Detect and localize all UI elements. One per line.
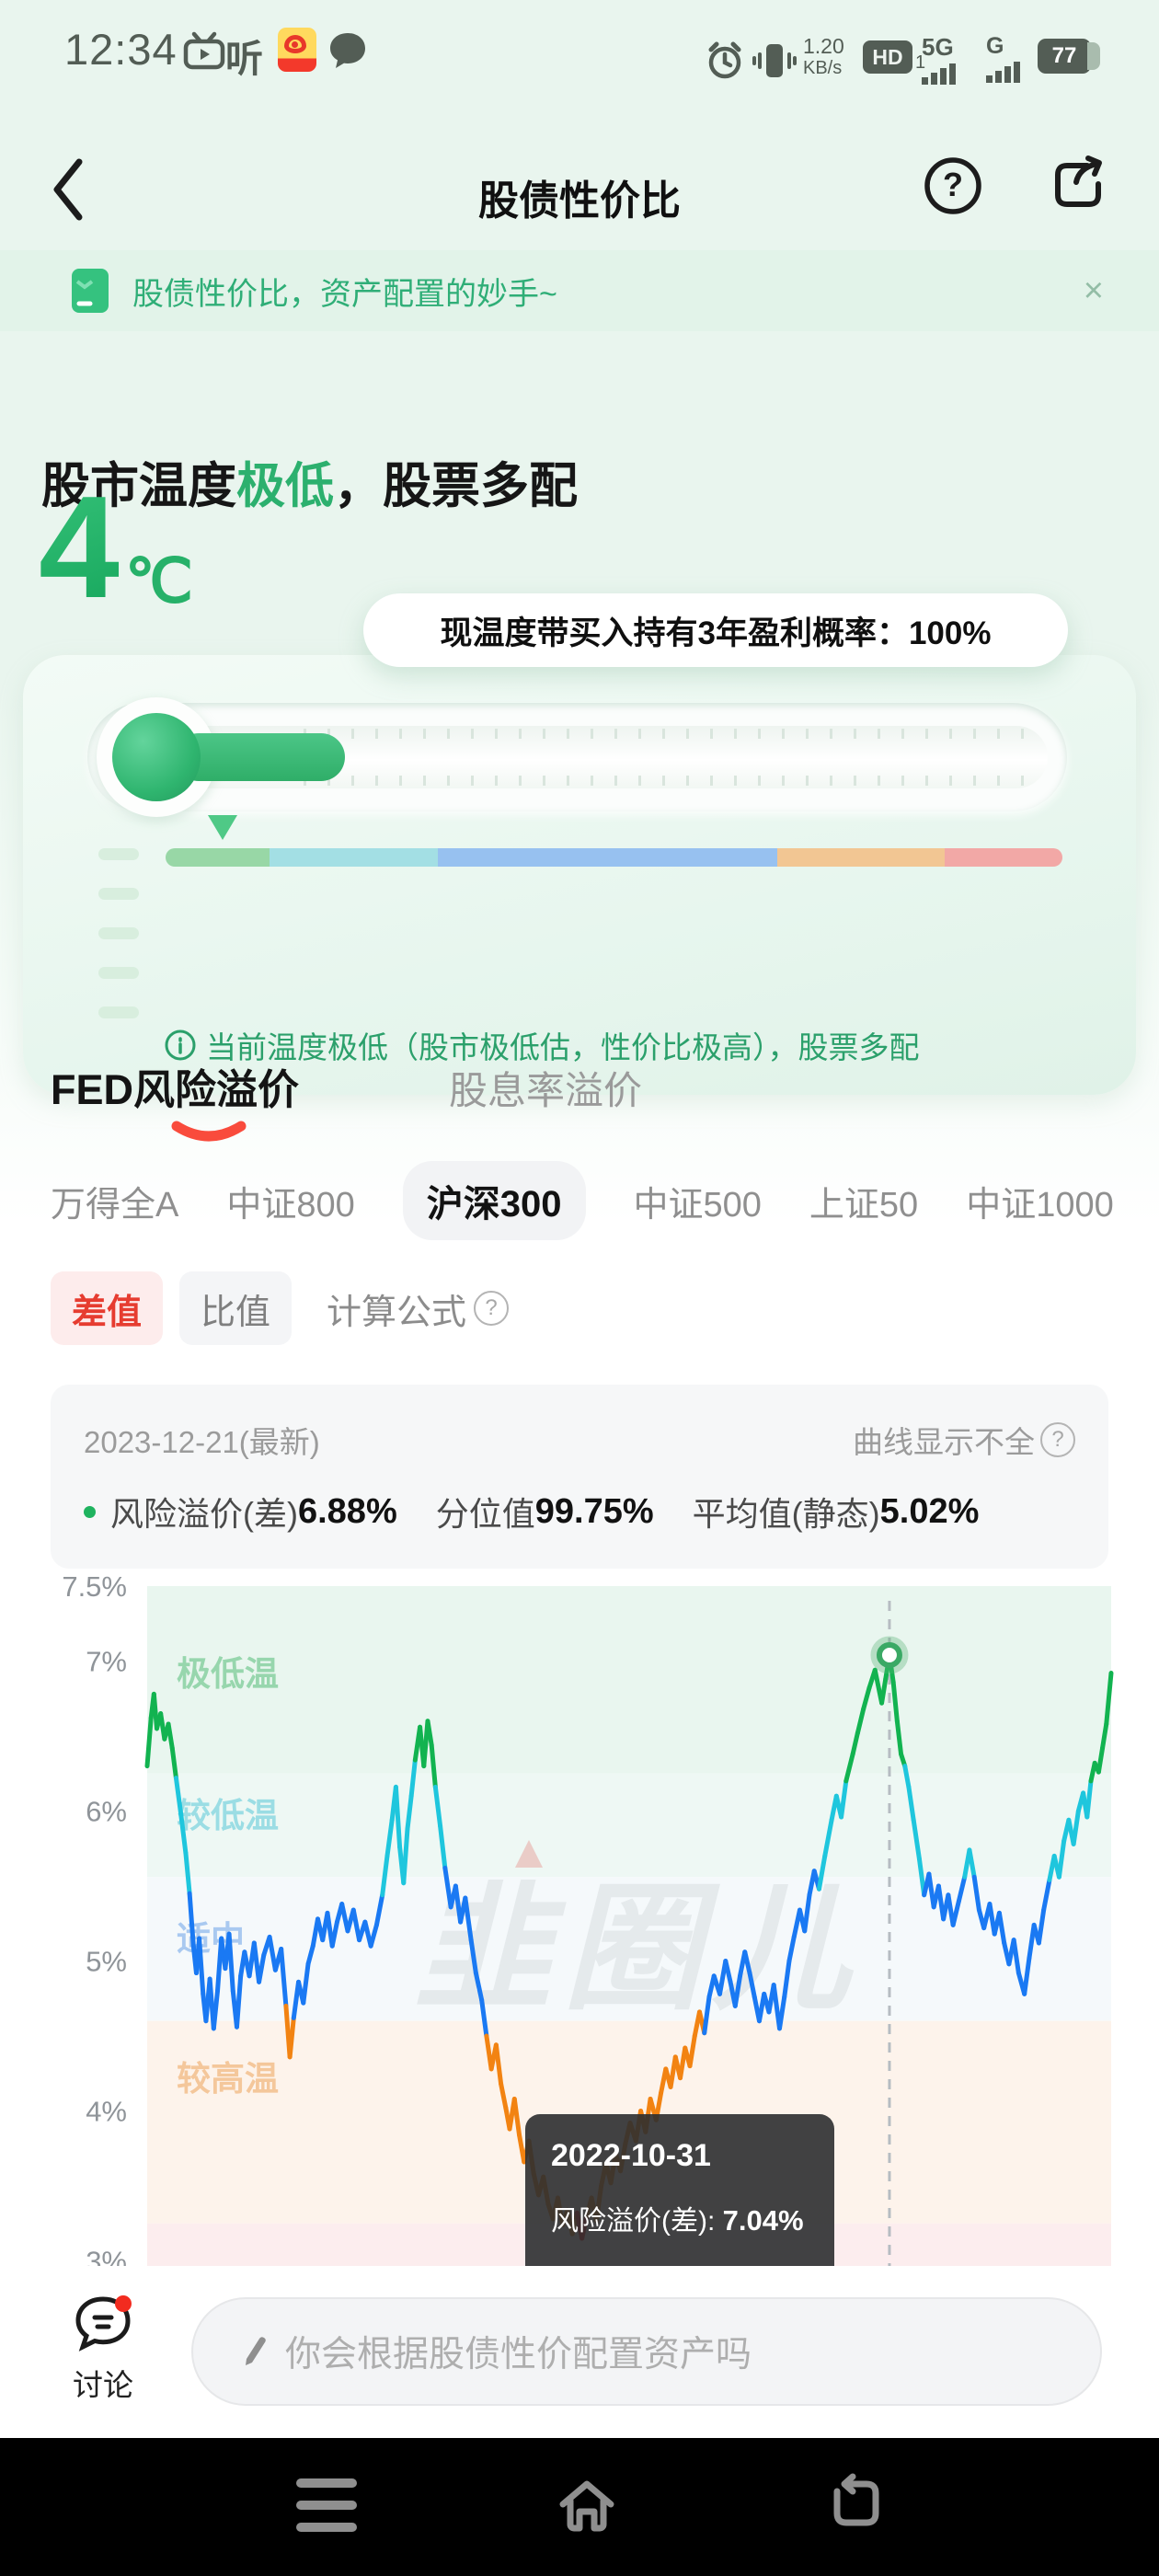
curve-note[interactable]: 曲线显示不全? xyxy=(853,1418,1075,1462)
stats-row: 风险溢价(差) 6.88% 分位值 99.75% 平均值(静态) 5.02% xyxy=(84,1488,979,1535)
tab-fed-risk-premium[interactable]: FED风险溢价 xyxy=(51,1066,300,1113)
stat-label: 平均值(静态) xyxy=(692,1495,880,1533)
back-button[interactable] xyxy=(48,156,90,223)
nav-menu-icon[interactable] xyxy=(296,2478,357,2532)
toggle-ratio-button[interactable]: 比值 xyxy=(179,1271,292,1345)
pencil-icon xyxy=(246,2337,266,2365)
question-circle-icon: ? xyxy=(474,1291,510,1326)
index-tab-万得全A[interactable]: 万得全A xyxy=(51,1185,179,1225)
probability-pill: 现温度带买入持有3年盈利概率：100% xyxy=(363,593,1068,667)
thermometer xyxy=(87,697,1067,817)
stat-value: 6.88% xyxy=(297,1491,397,1531)
temperature-value: 4 ℃ xyxy=(39,466,193,628)
tooltip-date: 2022-10-31 xyxy=(551,2138,711,2173)
question-circle-icon: ? xyxy=(1040,1422,1075,1457)
y-tick: 6% xyxy=(86,1796,127,1828)
temperature-info-row: 当前温度极低（股市极低估，性价比极高），股票多配 xyxy=(164,1023,920,1067)
net-speed: 1.20 KB/s xyxy=(803,34,844,78)
gauge-dash xyxy=(98,848,139,860)
stat-value: 99.75% xyxy=(534,1491,654,1531)
marker-halo xyxy=(870,1636,909,1674)
discuss-label: 讨论 xyxy=(73,2368,133,2402)
active-tab-underline xyxy=(171,1121,247,1142)
index-tab-沪深300[interactable]: 沪深300 xyxy=(402,1161,586,1240)
gauge-segment xyxy=(438,848,777,867)
thermometer-bulb[interactable] xyxy=(112,713,201,801)
selected-point-marker[interactable] xyxy=(876,1641,902,1668)
tab-dividend-premium[interactable]: 股息率溢价 xyxy=(449,1069,643,1112)
index-tab-中证500[interactable]: 中证500 xyxy=(633,1185,762,1225)
watermark-arrow xyxy=(515,1840,543,1868)
message-bubble-icon xyxy=(330,33,365,68)
gauge-dash xyxy=(98,1006,139,1018)
gauge-segment xyxy=(270,848,439,867)
value-toggle-row: 差值 比值 计算公式? xyxy=(51,1271,510,1345)
headline-highlight: 极低 xyxy=(236,459,334,513)
listen-icon: 听 xyxy=(225,38,263,80)
thermometer-fill xyxy=(175,733,345,781)
band-极低温 xyxy=(147,1586,1111,1774)
y-tick: 5% xyxy=(86,1946,127,1978)
band-label: 极低温 xyxy=(177,1655,279,1693)
notification-dot xyxy=(115,2295,132,2312)
close-icon[interactable]: × xyxy=(1083,270,1104,310)
gauge-pointer-triangle xyxy=(208,815,237,840)
info-circle-icon xyxy=(165,1029,196,1061)
chat-bubble-icon xyxy=(75,2295,132,2352)
band-label: 较低温 xyxy=(177,1797,279,1834)
hd-badge: HD 1 xyxy=(863,40,925,74)
battery-indicator: 77 xyxy=(1038,39,1100,74)
y-tick: 7.5% xyxy=(62,1570,127,1603)
nav-back-icon[interactable] xyxy=(824,2473,887,2536)
gauge-dash xyxy=(98,967,139,979)
thermometer-ticks-top xyxy=(304,729,1039,739)
band-较低温 xyxy=(147,1773,1111,1878)
band-label: 适中 xyxy=(177,1920,245,1958)
latest-date: 2023-12-21(最新) xyxy=(84,1425,320,1459)
share-icon[interactable] xyxy=(1045,151,1111,217)
toggle-diff-button[interactable]: 差值 xyxy=(51,1271,163,1345)
thermometer-ticks-bottom xyxy=(304,776,1039,786)
notice-text: 股债性价比，资产配置的妙手~ xyxy=(132,276,557,312)
signal-5g: 5G xyxy=(922,33,956,85)
index-tab-上证50[interactable]: 上证50 xyxy=(809,1185,919,1225)
page-title: 股债性价比 xyxy=(478,178,681,224)
vibrate-icon xyxy=(752,44,797,77)
comment-input[interactable]: 你会根据股债性价配置资产吗 xyxy=(191,2297,1102,2406)
question-circle-icon[interactable]: ? xyxy=(922,155,984,217)
latest-data-card: 2023-12-21(最新) 曲线显示不全? 风险溢价(差) 6.88% 分位值 99… xyxy=(51,1385,1108,1569)
stat-value: 5.02% xyxy=(879,1491,980,1531)
comment-placeholder: 你会根据股债性价配置资产吗 xyxy=(285,2335,752,2375)
formula-link[interactable]: 计算公式? xyxy=(327,1283,510,1334)
weibo-icon xyxy=(278,28,316,72)
tooltip-risk-premium: 风险溢价(差): 7.04% xyxy=(551,2204,804,2237)
stat-label: 分位值 xyxy=(435,1495,535,1533)
nav-home-icon[interactable] xyxy=(554,2473,620,2539)
gauge-segment xyxy=(945,848,1062,867)
notice-banner: 股债性价比，资产配置的妙手~ × xyxy=(0,250,1159,331)
gauge-dash xyxy=(98,927,139,939)
comment-bar: 讨论 你会根据股债性价配置资产吗 xyxy=(0,2266,1159,2438)
index-tab-row: 万得全A 中证800 沪深300 中证500 上证50 中证1000 xyxy=(51,1161,1118,1240)
svg-text:?: ? xyxy=(943,166,963,203)
status-time: 12:34 xyxy=(64,25,178,74)
gauge-dash xyxy=(98,888,139,900)
index-tab-中证800[interactable]: 中证800 xyxy=(226,1185,355,1225)
headline: 股市温度极低，股票多配 xyxy=(41,459,578,513)
index-tab-中证1000[interactable]: 中证1000 xyxy=(966,1185,1114,1225)
band-label: 较高温 xyxy=(177,2060,279,2098)
gauge-segment xyxy=(776,848,946,867)
stat-label: 风险溢价(差) xyxy=(110,1495,298,1533)
alarm-icon xyxy=(708,41,741,79)
series-legend-dot xyxy=(84,1505,96,1518)
y-tick: 7% xyxy=(86,1646,127,1678)
tv-icon xyxy=(183,31,225,70)
temperature-gauge-bar xyxy=(166,848,1062,867)
discuss-button[interactable]: 讨论 xyxy=(66,2295,140,2405)
android-navbar xyxy=(0,2438,1159,2576)
y-tick: 4% xyxy=(86,2096,127,2128)
gauge-segment xyxy=(166,848,270,867)
signal-g: G xyxy=(986,33,1020,83)
green-book-icon xyxy=(72,269,109,313)
